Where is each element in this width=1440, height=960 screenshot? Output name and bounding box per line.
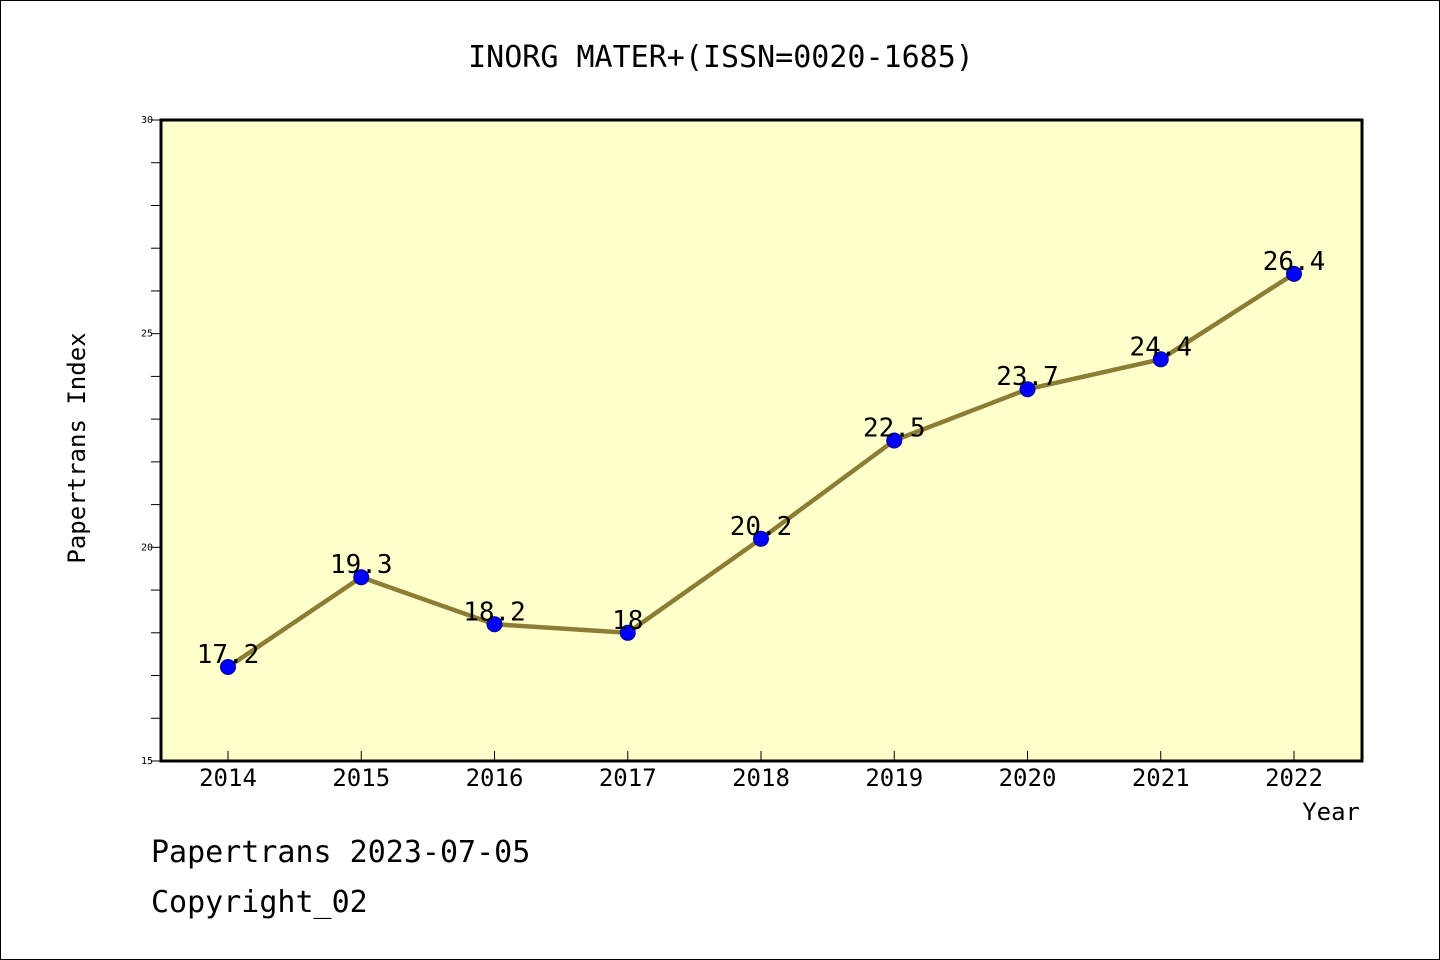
data-point [220, 658, 236, 675]
y-tick-label: 30 [141, 115, 153, 126]
footer-copyright-text: Copyright_02 [151, 885, 368, 920]
data-points [220, 265, 1302, 675]
data-label: 24.4 [1129, 332, 1192, 362]
data-label: 20.2 [730, 512, 793, 542]
x-tick-label: 2022 [1265, 764, 1323, 792]
data-labels: 17.2 19.3 18.2 18 20.2 22.5 23.7 24.4 26.4 [197, 247, 1326, 670]
x-tick-label: 2014 [199, 764, 257, 792]
data-label: 19.3 [330, 550, 393, 580]
data-label: 18 [612, 606, 643, 636]
y-axis: 15 20 25 30 [141, 115, 161, 767]
y-axis-title: Papertrans Index [63, 332, 91, 563]
x-tick-label: 2016 [466, 764, 524, 792]
data-point [486, 616, 503, 633]
y-tick-label: 15 [141, 756, 153, 767]
data-label: 23.7 [996, 362, 1059, 392]
x-tick-label: 2019 [865, 764, 923, 792]
x-tick-label: 2018 [732, 764, 790, 792]
y-tick-label: 20 [141, 542, 153, 553]
x-tick-label: 2020 [999, 764, 1057, 792]
data-point [353, 569, 370, 586]
data-label: 26.4 [1263, 247, 1326, 277]
data-label: 18.2 [463, 597, 526, 627]
x-axis: 2014 2015 2016 2017 2018 2019 2020 2021 2022 [199, 751, 1323, 792]
data-point [1152, 351, 1169, 368]
data-point [1019, 381, 1036, 398]
data-label: 22.5 [863, 414, 926, 444]
data-label: 17.2 [197, 640, 260, 670]
x-tick-label: 2021 [1132, 764, 1190, 792]
data-point [753, 530, 769, 547]
x-tick-label: 2015 [332, 764, 390, 792]
data-point [1286, 265, 1302, 282]
x-tick-label: 2017 [599, 764, 657, 792]
footer-date-text: Papertrans 2023-07-05 [151, 835, 531, 870]
y-tick-label: 25 [141, 329, 153, 340]
data-point [619, 624, 636, 641]
plot-area [159, 118, 1364, 763]
chart-title: INORG MATER+(ISSN=0020-1685) [468, 40, 974, 75]
data-point [886, 432, 903, 449]
x-axis-title: Year [1302, 798, 1360, 826]
